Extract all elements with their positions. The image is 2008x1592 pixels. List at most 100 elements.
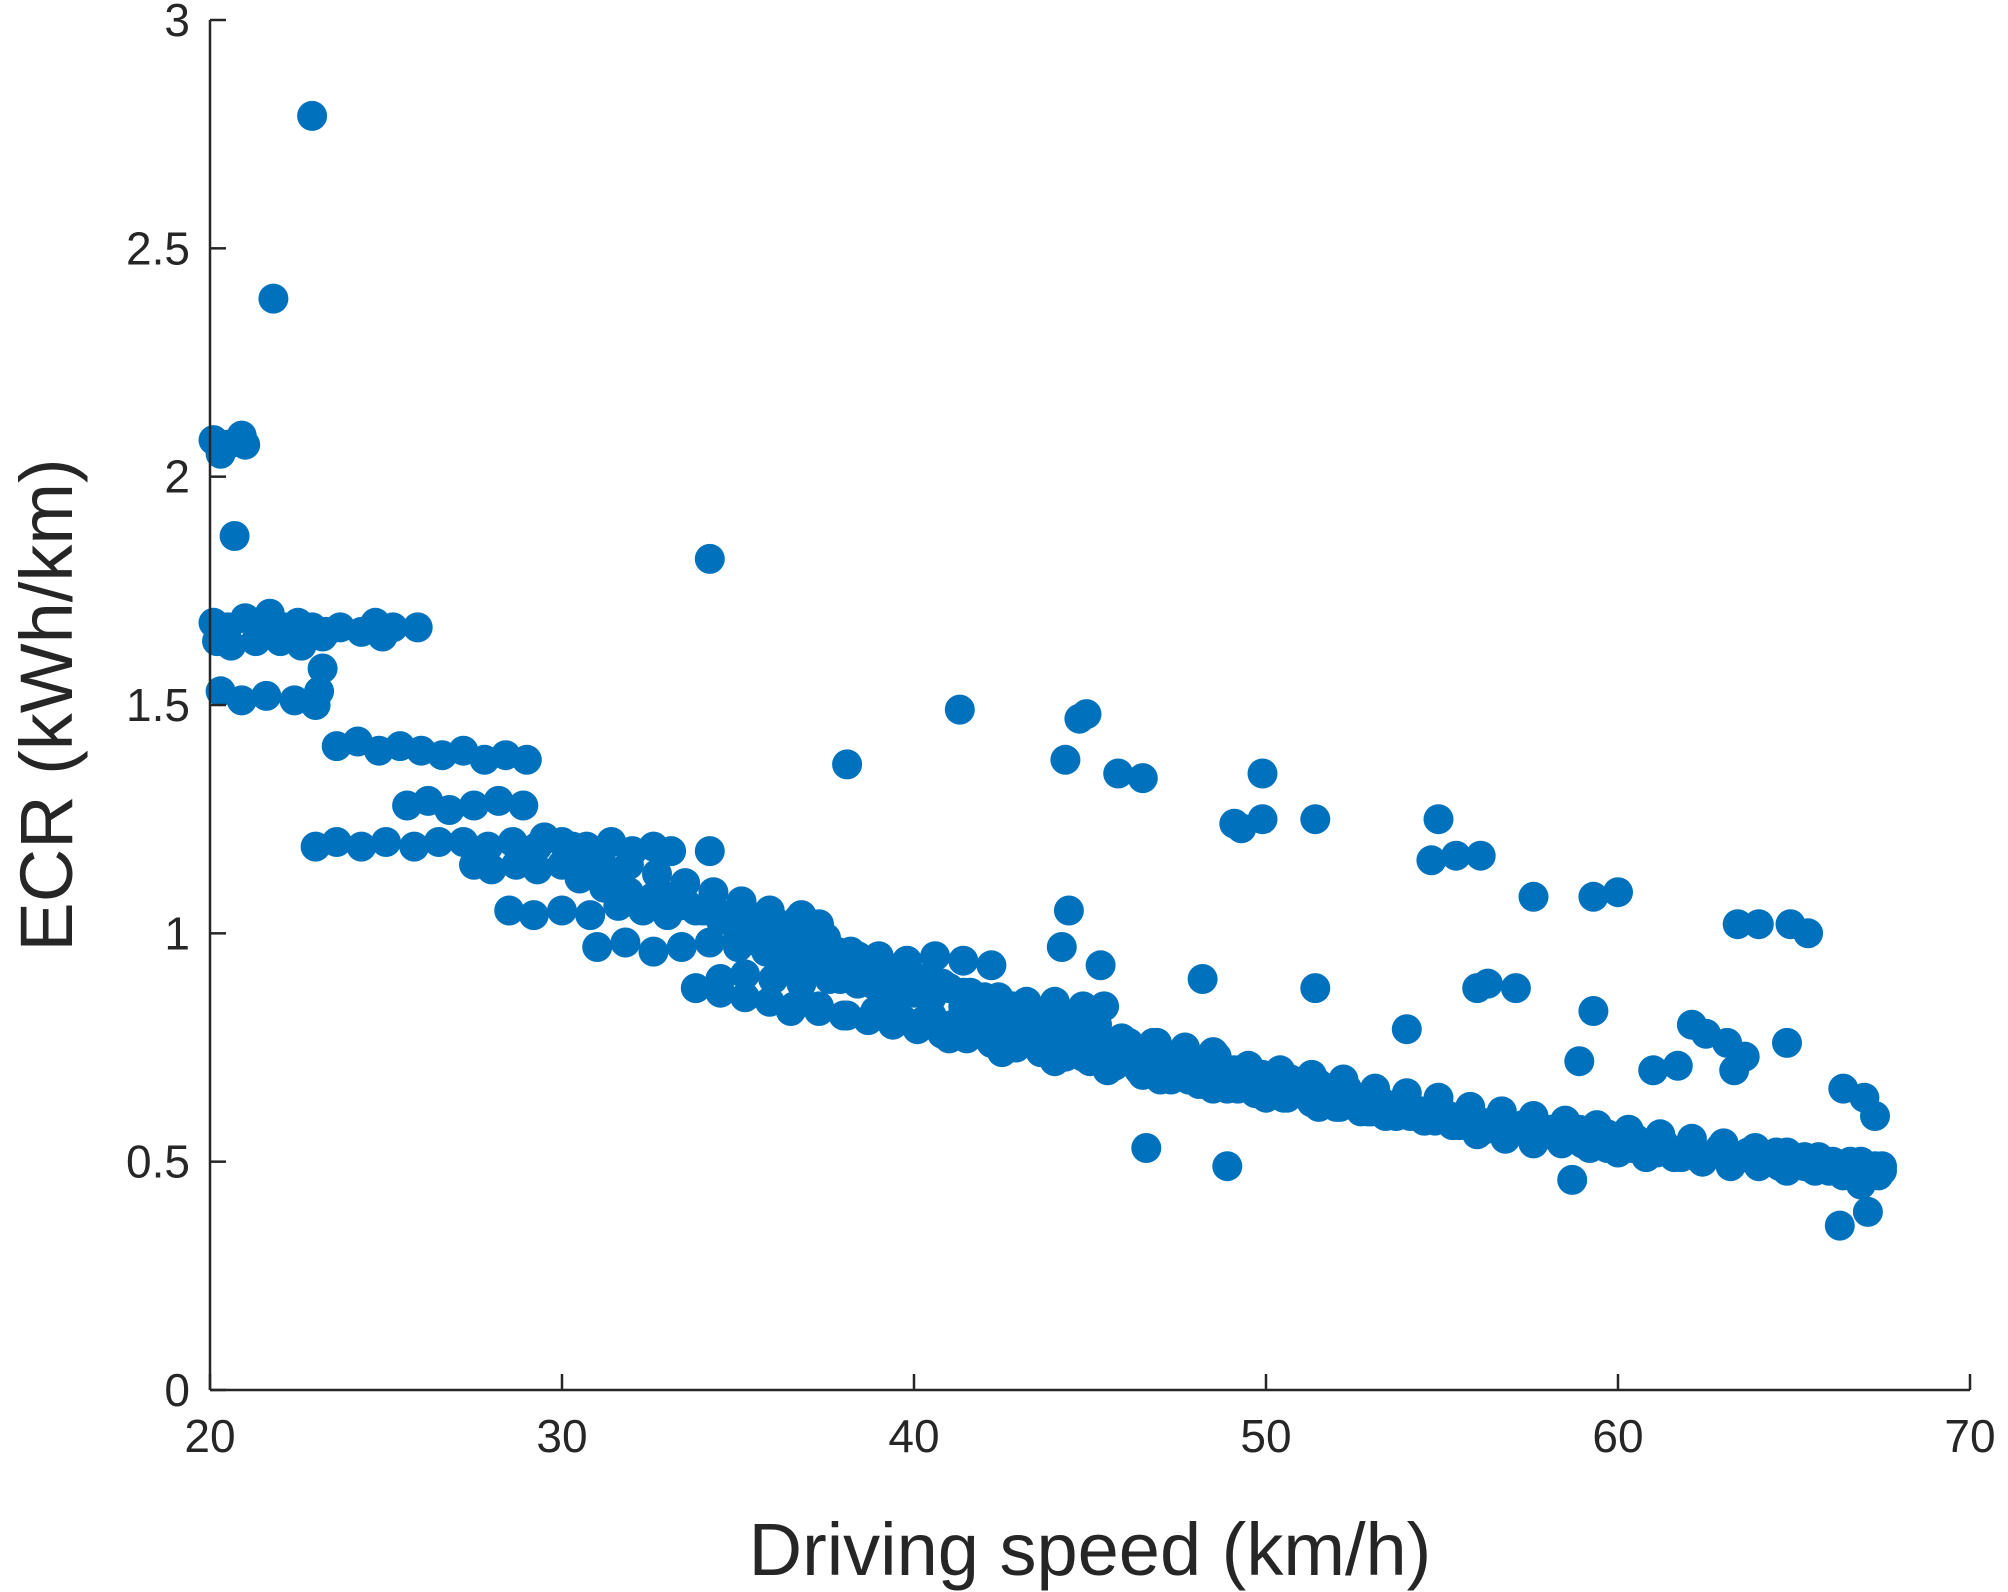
data-point [1578, 996, 1609, 1026]
ticks: 20 30 40 50 60 70 0 0.5 1 1.5 2 2.5 3 [126, 0, 1996, 1462]
data-point [853, 1005, 884, 1036]
data-point [1860, 1151, 1890, 1182]
x-axis-title: Driving speed (km/h) [749, 1508, 1432, 1591]
data-point [1662, 1050, 1693, 1081]
data-point [557, 831, 588, 862]
data-point [307, 621, 338, 652]
data-point [1198, 1073, 1229, 1104]
x-tick-label: 20 [184, 1410, 235, 1462]
data-point [585, 840, 616, 871]
data-point [1265, 1055, 1296, 1086]
data-point [1046, 932, 1077, 962]
data-point [1578, 881, 1609, 912]
data-point [1296, 1059, 1327, 1090]
y-tick-label: 2.5 [126, 222, 190, 274]
data-point [638, 936, 669, 967]
data-point [1423, 804, 1454, 835]
data-point [1708, 1128, 1739, 1159]
data-point [1740, 1133, 1771, 1163]
data-point [251, 680, 282, 711]
data-point [948, 991, 979, 1022]
data-point [1391, 1078, 1422, 1109]
data-point [1201, 1041, 1232, 1072]
data-point [1486, 1096, 1517, 1127]
data-point [1518, 881, 1549, 912]
data-point [399, 831, 430, 862]
data-point [1409, 1105, 1440, 1136]
data-point [240, 626, 271, 657]
data-point [423, 827, 454, 857]
data-point [1092, 1055, 1123, 1086]
data-point [1075, 1018, 1105, 1049]
data-point [1772, 1137, 1802, 1168]
data-point [297, 100, 328, 131]
data-point [705, 977, 736, 1008]
y-tick-label: 3 [164, 0, 190, 46]
data-point [804, 996, 834, 1026]
data-point [1835, 1146, 1866, 1177]
data-point [1638, 1055, 1669, 1086]
data-point [1743, 909, 1774, 940]
data-point [1050, 744, 1081, 775]
data-point [1053, 895, 1084, 926]
data-point [321, 827, 352, 857]
data-point [726, 886, 757, 917]
data-point [1300, 804, 1331, 835]
data-point [1356, 1096, 1387, 1127]
data-point [920, 941, 951, 972]
data-point [219, 521, 250, 551]
data-point [856, 968, 887, 999]
data-point [1212, 1151, 1243, 1182]
data-points [198, 100, 1897, 1241]
data-point [216, 630, 247, 661]
data-point [1676, 1123, 1707, 1154]
data-point [1303, 1091, 1334, 1122]
data-point [730, 982, 760, 1013]
data-point [1645, 1119, 1676, 1150]
data-point [476, 854, 507, 885]
data-point [1472, 968, 1503, 999]
y-axis-title: ECR (kWh/km) [5, 458, 88, 951]
data-point [1328, 1064, 1359, 1095]
data-point [698, 877, 729, 908]
y-tick-label: 0.5 [126, 1136, 190, 1188]
data-point [497, 827, 528, 857]
data-point [1085, 950, 1116, 981]
data-point [367, 621, 398, 652]
data-point [564, 863, 595, 894]
data-point [1187, 964, 1218, 994]
data-point [765, 950, 796, 981]
data-point [1416, 845, 1447, 876]
data-point [1803, 1142, 1834, 1173]
data-point [916, 982, 947, 1013]
data-point [1039, 1046, 1070, 1077]
data-point [1581, 1110, 1612, 1141]
data-point [1772, 1027, 1802, 1058]
data-point [230, 429, 261, 460]
data-point [832, 749, 863, 780]
data-point [1106, 1023, 1137, 1054]
data-point [793, 954, 824, 985]
data-point [948, 945, 979, 976]
data-point [1824, 1210, 1855, 1241]
data-point [508, 790, 539, 821]
data-point [402, 612, 433, 643]
data-point [1043, 1009, 1074, 1040]
data-point [730, 959, 760, 990]
data-point [1462, 1114, 1493, 1145]
data-point [582, 932, 613, 962]
data-point [1247, 804, 1278, 835]
data-point [610, 927, 641, 958]
data-point [518, 900, 549, 931]
data-point [779, 991, 810, 1022]
data-point [1064, 703, 1095, 734]
data-point [522, 854, 553, 885]
data-point [1272, 1082, 1303, 1113]
data-point [656, 836, 687, 867]
data-point [589, 872, 620, 903]
data-point [1852, 1196, 1883, 1227]
data-point [987, 1037, 1017, 1068]
data-point [1131, 1133, 1162, 1163]
y-tick-label: 1 [164, 907, 190, 959]
